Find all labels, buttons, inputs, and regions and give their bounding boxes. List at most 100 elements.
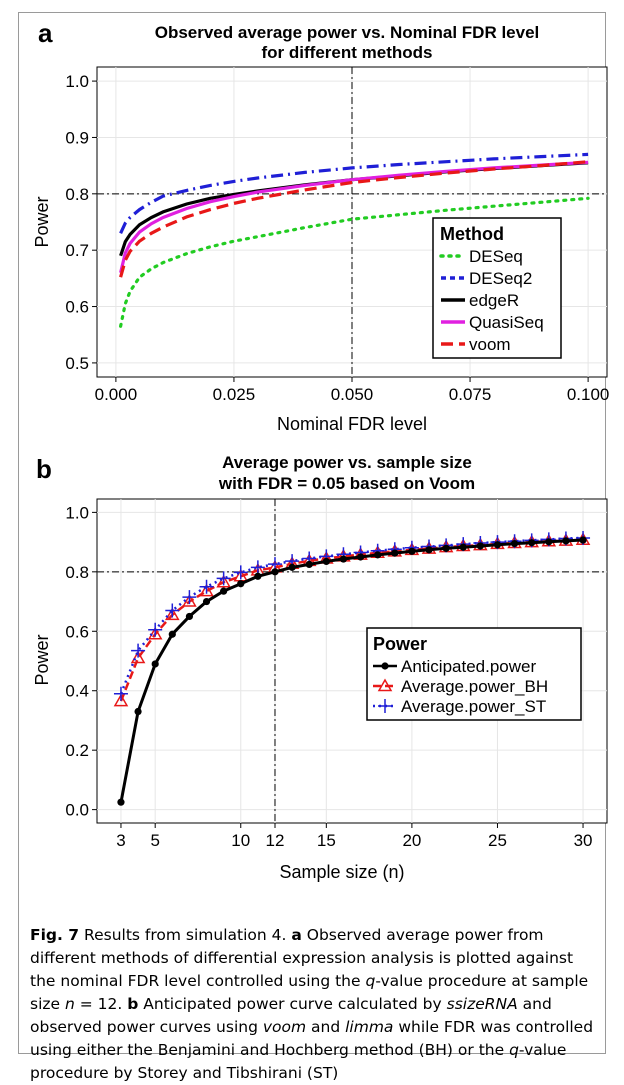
legend-label-edger: edgeR — [469, 291, 519, 310]
panel-a-title-line2: for different methods — [262, 43, 433, 62]
point-dot — [476, 542, 484, 550]
panel-a: a Observed average power vs. Nominal FDR… — [32, 18, 609, 434]
point-triangle — [147, 626, 163, 640]
y-tick-label: 0.9 — [65, 128, 89, 147]
caption-fig-label: Fig. 7 — [30, 926, 80, 944]
x-tick-label: 0.050 — [331, 385, 374, 404]
x-tick-label: 20 — [402, 831, 421, 850]
caption-voom: voom — [262, 1018, 307, 1036]
panel-b-legend-title: Power — [373, 634, 427, 654]
x-tick-label: 0.000 — [95, 385, 138, 404]
point-triangle — [113, 693, 129, 707]
point-dot — [185, 612, 194, 621]
point-dot — [356, 553, 365, 561]
point-dot — [528, 539, 536, 547]
y-tick-label: 0.6 — [65, 622, 89, 641]
caption-q-symbol: q — [365, 972, 376, 990]
panel-a-title-line1: Observed average power vs. Nominal FDR l… — [155, 23, 540, 42]
y-tick-label: 0.4 — [65, 682, 89, 701]
y-tick-label: 1.0 — [65, 503, 89, 522]
series-line-deseq — [118, 196, 590, 328]
caption-a-text2: -value procedure at sample size — [30, 972, 589, 1013]
panel-b-title-line1: Average power vs. sample size — [222, 453, 472, 472]
legend-label-deseq2: DESeq2 — [469, 269, 532, 288]
series-line-average-power-st — [119, 536, 584, 695]
y-tick-label: 0.8 — [65, 563, 89, 582]
legend-label-deseq: DESeq — [469, 247, 523, 266]
legend-swatch-marker — [381, 662, 389, 670]
legend-label-voom: voom — [469, 335, 511, 354]
caption-b-text2: and observed power curves using — [30, 995, 552, 1036]
point-dot — [288, 563, 296, 571]
panel-b-series — [113, 530, 591, 806]
y-tick-label: 0.2 — [65, 741, 89, 760]
panel-a-legend: Method DESeq DESeq2 edgeR QuasiSeq voom — [432, 217, 562, 359]
y-tick-label: 0.5 — [65, 354, 89, 373]
point-plus — [148, 622, 163, 637]
panel-a-x-ticks: 0.000 0.025 0.050 0.075 0.100 — [95, 377, 609, 404]
legend-label: Average.power_BH — [401, 677, 548, 696]
point-triangle — [182, 594, 197, 607]
point-dot — [510, 539, 519, 548]
x-tick-label: 10 — [231, 831, 250, 850]
panel-a-y-ticks: 0.5 0.6 0.7 0.8 0.9 1.0 — [65, 72, 97, 373]
point-triangle — [199, 583, 214, 597]
y-tick-label: 1.0 — [65, 72, 89, 91]
point-dot — [305, 560, 313, 568]
point-dot — [322, 557, 330, 566]
point-plus — [182, 590, 197, 605]
panel-b-y-ticks: 0.0 0.2 0.4 0.6 0.8 1.0 — [65, 503, 97, 820]
x-tick-label: 15 — [317, 831, 336, 850]
panel-b-y-axis-label: Power — [32, 634, 52, 685]
panel-a-reference-lines — [97, 67, 607, 377]
panel-a-series — [118, 152, 590, 328]
caption-intro: Results from simulation 4. — [79, 926, 292, 944]
x-tick-label: 3 — [116, 831, 125, 850]
point-dot — [579, 536, 587, 544]
point-triangle — [130, 650, 146, 664]
point-plus — [113, 686, 128, 701]
caption-b-text4: while FDR was controlled using either th… — [30, 1018, 594, 1059]
caption-q-symbol-2: q — [509, 1041, 519, 1059]
panel-a-legend-title: Method — [440, 224, 504, 244]
caption-b-text1: Anticipated power curve calculated by — [138, 995, 447, 1013]
caption-a-text1: Observed average power from different me… — [30, 926, 574, 990]
point-plus — [199, 579, 214, 594]
point-dot — [271, 568, 279, 576]
series-line-deseq2 — [119, 152, 589, 234]
point-triangle — [165, 607, 180, 621]
figure-caption: Fig. 7 Results from simulation 4. a Obse… — [30, 924, 598, 1085]
point-dot — [459, 543, 467, 551]
panel-a-y-axis-label: Power — [32, 196, 52, 247]
x-tick-label: 25 — [488, 831, 507, 850]
figure-svg: a Observed average power vs. Nominal FDR… — [32, 18, 609, 882]
panel-a-x-axis-label: Nominal FDR level — [277, 414, 427, 434]
point-plus — [165, 603, 180, 618]
point-dot — [391, 549, 399, 557]
point-dot — [425, 546, 433, 554]
point-plus — [250, 560, 265, 575]
caption-n-symbol: n — [64, 995, 75, 1013]
y-tick-label: 0.7 — [65, 241, 89, 260]
point-dot — [151, 660, 159, 668]
legend-swatch-marker — [377, 678, 393, 692]
panel-b-legend-box — [366, 627, 582, 721]
legend-label: Anticipated.power — [401, 657, 536, 676]
caption-ssizerna: ssizeRNA — [446, 995, 518, 1013]
point-dot — [220, 587, 228, 595]
panel-b-reference-lines — [97, 499, 607, 823]
y-tick-label: 0.6 — [65, 298, 89, 317]
caption-b-label: b — [127, 995, 139, 1013]
point-dot — [408, 547, 416, 555]
x-tick-label: 12 — [266, 831, 285, 850]
x-tick-label: 5 — [150, 831, 159, 850]
x-tick-label: 0.075 — [449, 385, 492, 404]
point-dot — [134, 707, 142, 716]
x-tick-label: 0.025 — [213, 385, 256, 404]
panel-b-x-axis-label: Sample size (n) — [279, 862, 404, 882]
panel-b-title-line2: with FDR = 0.05 based on Voom — [218, 474, 475, 493]
panel-b-x-ticks: 3 5 10 12 15 20 25 30 — [116, 823, 593, 850]
series-line-anticipated-power — [119, 538, 584, 803]
legend-swatch-marker — [378, 699, 392, 713]
point-dot — [545, 538, 553, 546]
